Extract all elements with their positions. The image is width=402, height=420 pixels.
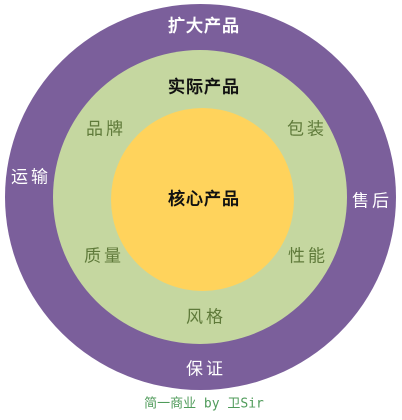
middle-ring-title: 实际产品 (168, 77, 240, 98)
middle-ring-item-brand: 品牌 (86, 119, 126, 140)
core-title: 核心产品 (168, 189, 240, 210)
core-circle-core-product (111, 108, 294, 291)
outer-ring-item-transport: 运输 (11, 167, 51, 188)
middle-ring-item-quality: 质量 (84, 246, 124, 267)
watermark-credit: 简一商业 by 卫Sir (144, 396, 264, 412)
middle-ring-item-performance: 性能 (288, 246, 328, 267)
middle-ring-item-packaging: 包装 (287, 119, 327, 140)
middle-ring-item-style: 风格 (186, 307, 226, 328)
outer-ring-title: 扩大产品 (168, 16, 240, 37)
outer-ring-item-after-sales: 售后 (352, 191, 392, 212)
outer-ring-item-guarantee: 保证 (186, 359, 226, 380)
